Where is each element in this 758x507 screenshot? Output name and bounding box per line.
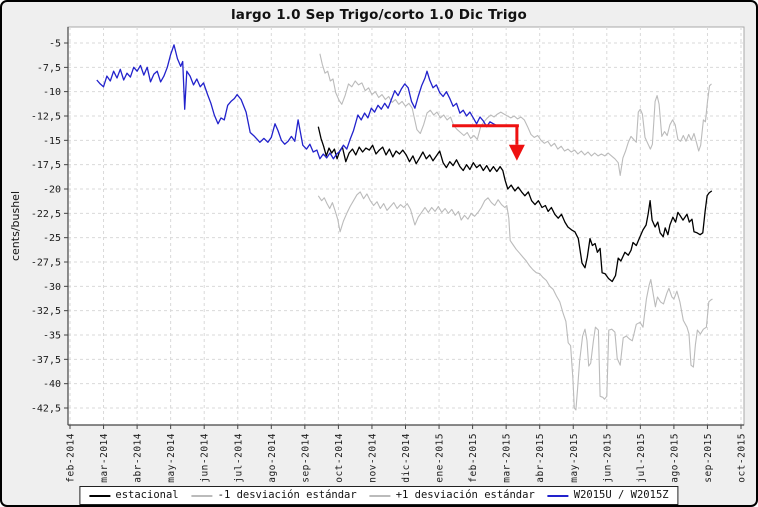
legend-item-contract: W2015U / W2015Z xyxy=(547,489,669,502)
x-tick-label: oct-2015 xyxy=(737,433,748,483)
y-tick-label: -37,5 xyxy=(31,355,61,366)
x-tick-label: ago-2014 xyxy=(267,433,278,483)
x-tick-label: feb-2015 xyxy=(468,433,479,483)
plus-1-std-line-swatch xyxy=(369,494,391,497)
x-tick-label: mar-2014 xyxy=(99,433,110,483)
legend-item-estacional: estacional xyxy=(89,489,179,502)
legend-label: estacional xyxy=(115,489,179,502)
y-tick-label: -40 xyxy=(43,379,61,390)
x-tick-label: may-2014 xyxy=(166,433,177,483)
series-estacional xyxy=(317,126,713,283)
x-tick-label: abr-2014 xyxy=(133,433,144,483)
legend-item-minus-1-std: -1 desviación estándar xyxy=(191,489,357,502)
x-tick-label: feb-2014 xyxy=(66,433,77,483)
plot-canvas: -5 -7,5 -10 -12,5 -15 -17,5 -20 -22,5 -25 -27,5 -3… xyxy=(9,26,748,483)
y-axis-title: cents/bushel xyxy=(9,191,22,261)
legend-label: W2015U / W2015Z xyxy=(573,489,669,502)
y-tick-label: -5 xyxy=(49,39,61,50)
y-tick-label: -35 xyxy=(43,331,61,342)
x-tick-label: ago-2015 xyxy=(669,433,680,483)
y-tick-label: -42,5 xyxy=(31,404,61,415)
y-tick-label: -7,5 xyxy=(37,63,61,74)
y-tick-label: -25 xyxy=(43,233,61,244)
y-tick-label: -32,5 xyxy=(31,306,61,317)
x-tick-label: abr-2015 xyxy=(535,433,546,483)
series-+1-desviaci-n-est-ndar xyxy=(319,53,712,176)
x-tick-label: jun-2015 xyxy=(602,433,613,483)
x-tick-label: mar-2015 xyxy=(502,433,513,483)
x-tick-label: jun-2014 xyxy=(200,433,211,483)
y-tick-label: -27,5 xyxy=(31,258,61,269)
x-tick-label: ene-2015 xyxy=(435,433,446,483)
legend-box: estacional -1 desviación estándar +1 des… xyxy=(79,486,679,505)
x-tick-label: nov-2014 xyxy=(367,433,378,483)
y-tick-label: -30 xyxy=(43,282,61,293)
y-tick-label: -10 xyxy=(43,87,61,98)
x-tick-label: sep-2014 xyxy=(300,433,311,483)
legend-label: -1 desviación estándar xyxy=(217,489,357,502)
x-tick-label: jul-2014 xyxy=(233,433,244,483)
minus-1-std-line-swatch xyxy=(191,494,213,497)
contract-line-swatch xyxy=(547,494,569,497)
chart-title: largo 1.0 Sep Trigo/corto 1.0 Dic Trigo xyxy=(230,7,528,23)
y-tick-label: -12,5 xyxy=(31,112,61,123)
legend-item-plus-1-std: +1 desviación estándar xyxy=(369,489,535,502)
x-tick-label: dic-2014 xyxy=(401,433,412,483)
estacional-line-swatch xyxy=(89,494,111,497)
series-w2015u-w2015z xyxy=(96,44,498,160)
x-tick-label: jul-2015 xyxy=(636,433,647,483)
x-tick-label: sep-2015 xyxy=(703,433,714,483)
legend-label: +1 desviación estándar xyxy=(395,489,535,502)
y-tick-label: -22,5 xyxy=(31,209,61,220)
y-tick-label: -17,5 xyxy=(31,160,61,171)
y-tick-label: -15 xyxy=(43,136,61,147)
annotation-arrow-head-icon xyxy=(508,144,525,161)
x-tick-label: may-2015 xyxy=(569,433,580,483)
series--1-desviaci-n-est-ndar xyxy=(317,191,713,411)
y-tick-label: -20 xyxy=(43,185,61,196)
x-tick-label: oct-2014 xyxy=(334,433,345,483)
